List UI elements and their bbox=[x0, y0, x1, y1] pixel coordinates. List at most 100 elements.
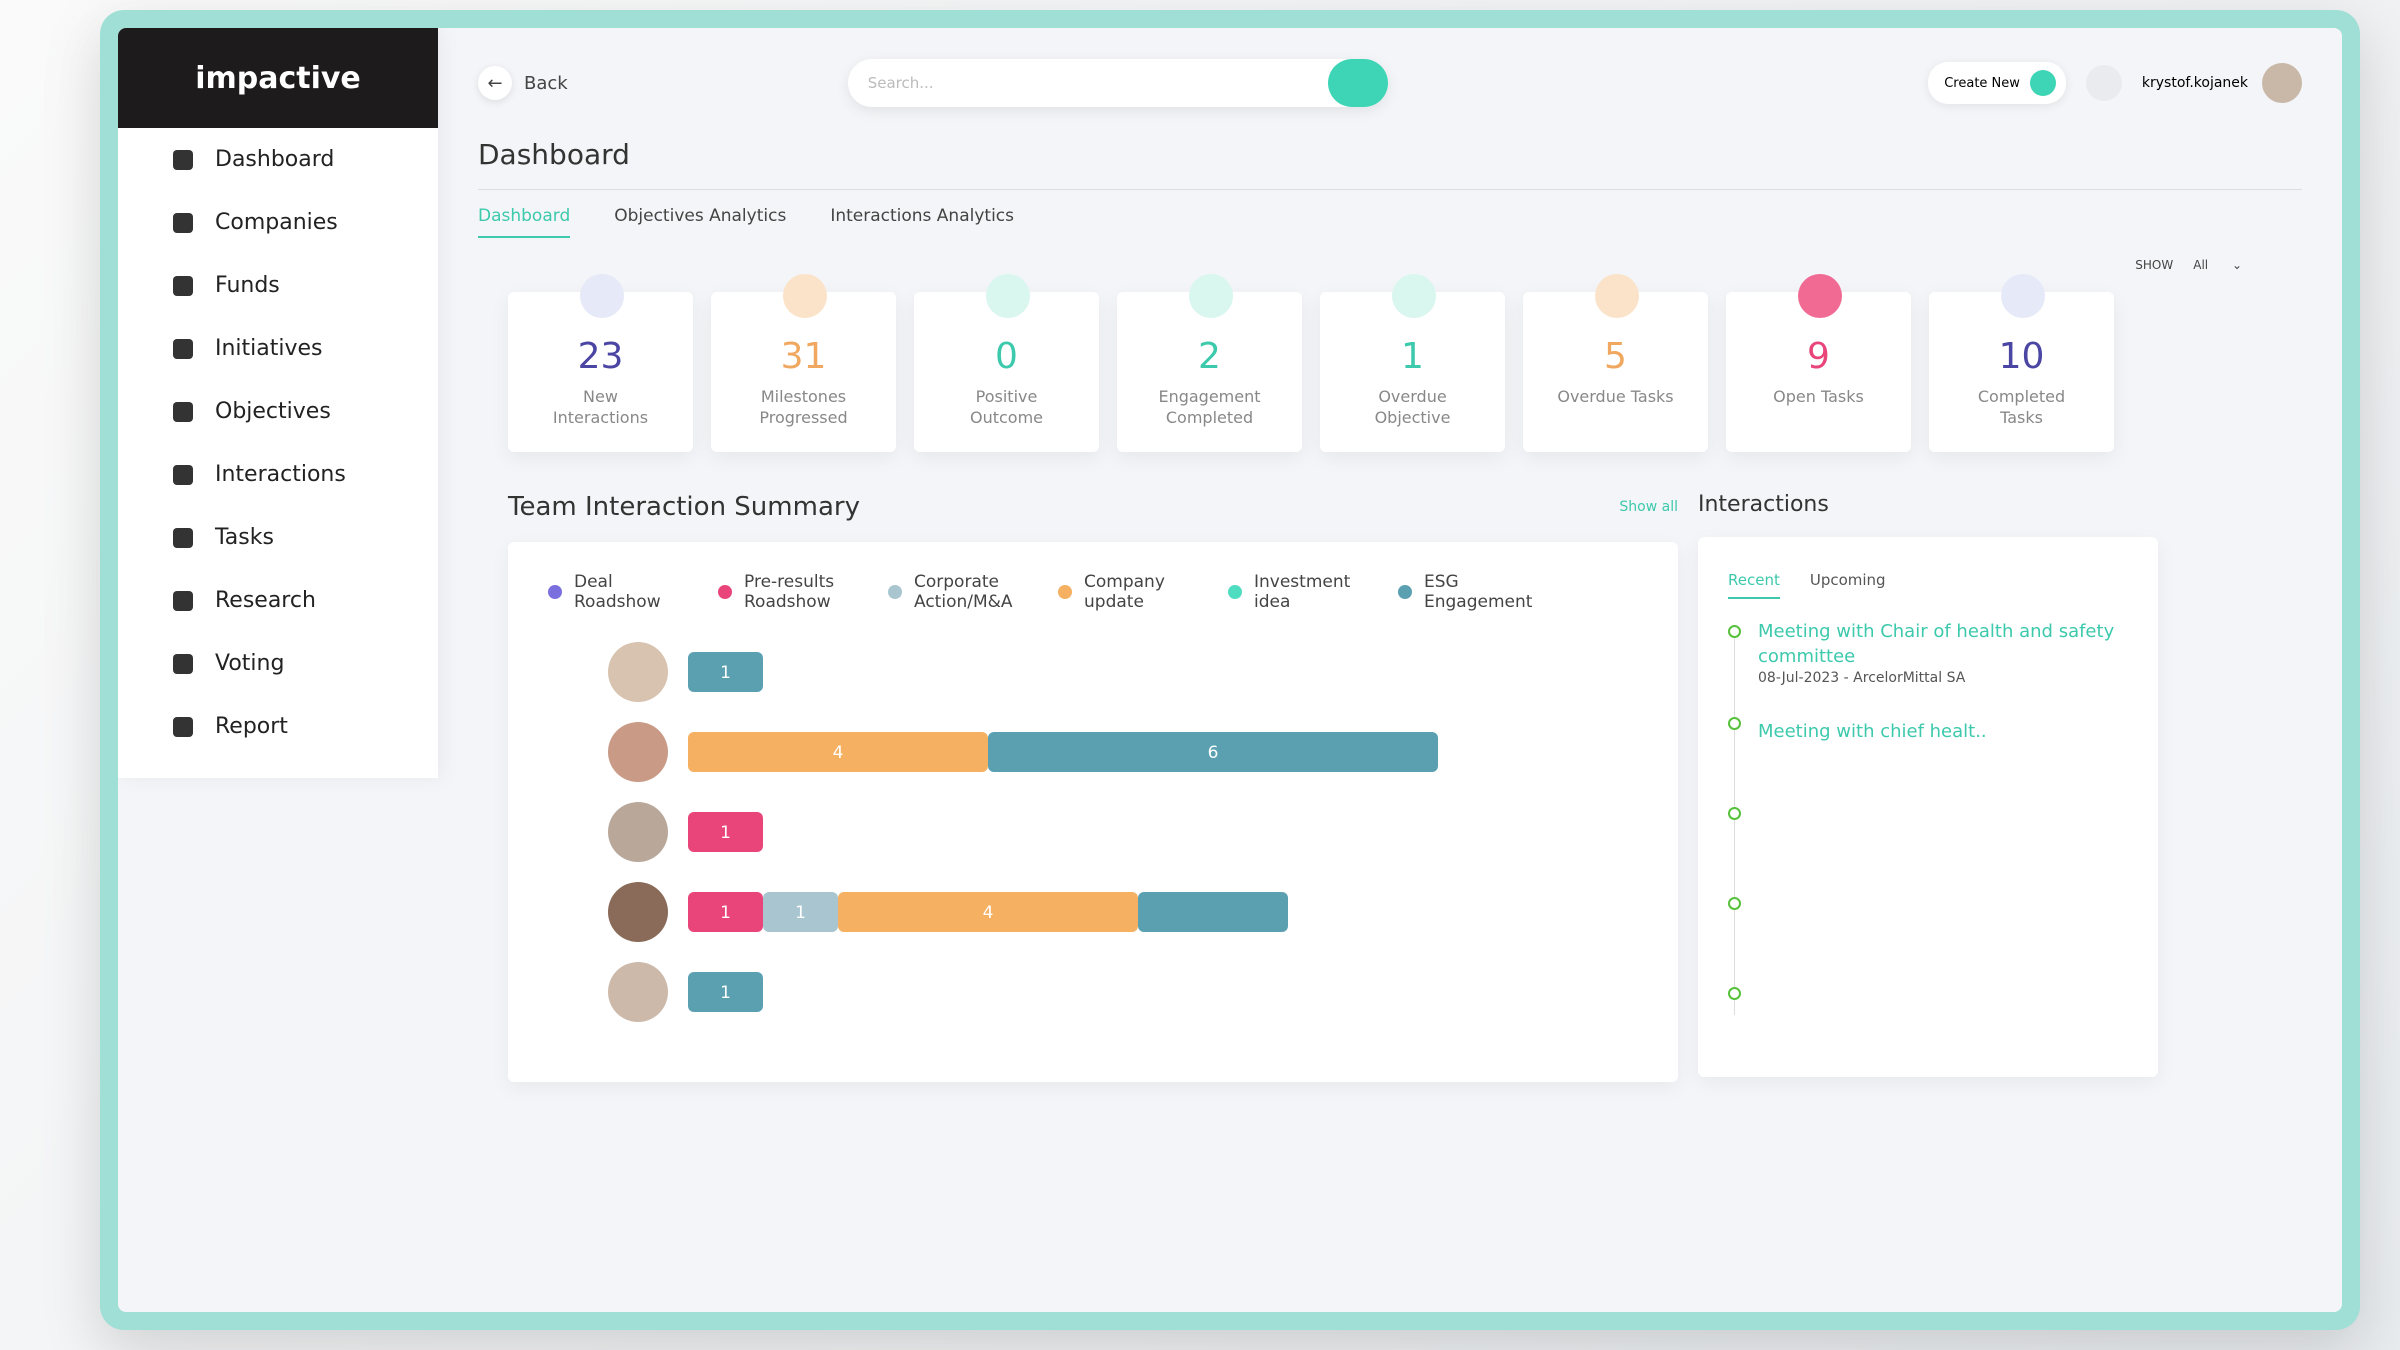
bar-segment bbox=[988, 732, 1438, 772]
timeline-dot bbox=[1728, 897, 1741, 910]
stat-icon bbox=[580, 274, 624, 318]
search-button[interactable] bbox=[1327, 59, 1388, 107]
nav-icon bbox=[173, 401, 193, 422]
nav-item[interactable]: Initiatives bbox=[118, 317, 438, 380]
legend-label: Company update bbox=[1084, 572, 1165, 612]
nav-label: Dashboard bbox=[215, 147, 335, 172]
stat-card: 9 Open Tasks bbox=[1726, 274, 1911, 452]
stat-value: 5 bbox=[1604, 336, 1627, 377]
nav-item[interactable]: Dashboard bbox=[118, 128, 438, 191]
bar-segment bbox=[838, 892, 1138, 932]
back-label: Back bbox=[524, 72, 568, 94]
nav: Dashboard Companies Funds Initiatives Object… bbox=[118, 128, 438, 758]
legend-item: Investment idea bbox=[1228, 572, 1358, 612]
tab[interactable]: Interactions Analytics bbox=[830, 206, 1015, 226]
nav-label: Research bbox=[215, 588, 316, 613]
nav-item[interactable]: Voting bbox=[118, 632, 438, 695]
tabs: Dashboard Objectives Analytics Interaction… bbox=[478, 206, 2302, 238]
bar-label: 1 bbox=[795, 903, 806, 923]
nav-item[interactable]: Objectives bbox=[118, 380, 438, 443]
stat-icon bbox=[1595, 274, 1639, 318]
legend-item: Company update bbox=[1058, 572, 1188, 612]
nav-icon bbox=[173, 590, 193, 611]
interactions-title: Interactions bbox=[1698, 492, 1829, 517]
legend-swatch bbox=[718, 585, 732, 599]
nav-label: Companies bbox=[215, 210, 338, 235]
legend: Deal Roadshow Pre-results Roadshow Corpora… bbox=[508, 542, 1678, 622]
stat-icon bbox=[783, 274, 827, 318]
user-menu[interactable]: krystof.kojanek bbox=[2142, 63, 2302, 103]
show-all[interactable]: Show all bbox=[1619, 499, 1678, 515]
nav-item[interactable]: Interactions bbox=[118, 443, 438, 506]
legend-label: Corporate Action/M&A bbox=[914, 572, 1013, 612]
interaction-tab[interactable]: Recent bbox=[1728, 571, 1780, 599]
nav-item[interactable]: Funds bbox=[118, 254, 438, 317]
bar-label: 1 bbox=[720, 663, 731, 683]
legend-swatch bbox=[1398, 585, 1412, 599]
search-box[interactable]: Search... bbox=[847, 59, 1388, 107]
nav-label: Voting bbox=[215, 651, 285, 676]
back-button[interactable]: ← Back bbox=[478, 66, 568, 100]
show-filter[interactable]: SHOW All ⌄ bbox=[2135, 258, 2242, 272]
chart-title: Team Interaction Summary bbox=[508, 492, 860, 522]
stat-value: 9 bbox=[1807, 336, 1830, 377]
create-new-button[interactable]: Create New bbox=[1928, 62, 2066, 104]
nav-item[interactable]: Research bbox=[118, 569, 438, 632]
stat-label: Engagement Completed bbox=[1158, 387, 1261, 427]
interaction-tabs: Recent Upcoming bbox=[1698, 537, 2158, 599]
app: impactive Dashboard Companies Funds Initiat… bbox=[118, 28, 2342, 1312]
logo: impactive bbox=[118, 28, 438, 128]
stat-value: 10 bbox=[1998, 336, 2045, 377]
tab[interactable]: Objectives Analytics bbox=[614, 206, 787, 226]
stat-icon bbox=[2001, 274, 2045, 318]
nav-item[interactable]: Report bbox=[118, 695, 438, 758]
stat-label: Milestones Progressed bbox=[759, 387, 848, 427]
nav-icon bbox=[173, 527, 193, 548]
legend-label: Deal Roadshow bbox=[574, 572, 661, 612]
bar-label: 1 bbox=[720, 983, 731, 1003]
stat-value: 2 bbox=[1198, 336, 1221, 377]
avatar bbox=[608, 962, 668, 1022]
legend-item: Deal Roadshow bbox=[548, 572, 678, 612]
stat-label: Overdue Tasks bbox=[1557, 387, 1674, 406]
interactions-panel: Recent Upcoming Meeting with Chair of hea… bbox=[1698, 537, 2158, 1077]
stat-card: 5 Overdue Tasks bbox=[1523, 274, 1708, 452]
nav-icon bbox=[173, 464, 193, 485]
legend-item: Corporate Action/M&A bbox=[888, 572, 1018, 612]
stat-card: 23 New Interactions bbox=[508, 274, 693, 452]
legend-label: Investment idea bbox=[1254, 572, 1351, 612]
timeline-dot bbox=[1728, 717, 1741, 730]
nav-item[interactable]: Companies bbox=[118, 191, 438, 254]
nav-label: Tasks bbox=[215, 525, 274, 550]
bar-label: 4 bbox=[983, 903, 994, 923]
stat-icon bbox=[1189, 274, 1233, 318]
bottom: Team Interaction Summary Show all Deal Ro… bbox=[508, 492, 2302, 1082]
interaction-item[interactable]: Meeting with Chair of health and safety … bbox=[1758, 619, 2128, 689]
notifications[interactable] bbox=[2085, 65, 2122, 101]
legend-swatch bbox=[1228, 585, 1242, 599]
search-placeholder: Search... bbox=[867, 74, 934, 92]
bar-segment bbox=[688, 732, 988, 772]
interaction-tab[interactable]: Upcoming bbox=[1809, 571, 1886, 589]
stat-value: 31 bbox=[780, 336, 827, 377]
interactions-section: Interactions Recent Upcoming Meeting with… bbox=[1698, 492, 2158, 1082]
stat-label: New Interactions bbox=[552, 387, 649, 427]
bar-segment bbox=[688, 972, 763, 1012]
timeline-dot bbox=[1728, 625, 1741, 638]
stat-icon bbox=[1392, 274, 1436, 318]
tab[interactable]: Dashboard bbox=[478, 206, 571, 238]
stat-label: Open Tasks bbox=[1773, 387, 1864, 406]
legend-swatch bbox=[548, 585, 562, 599]
avatar bbox=[608, 722, 668, 782]
show-value: All bbox=[2193, 258, 2209, 272]
interaction-item[interactable]: Meeting with chief healt.. bbox=[1758, 719, 2128, 744]
bar-segment bbox=[688, 892, 763, 932]
nav-item[interactable]: Tasks bbox=[118, 506, 438, 569]
stat-label: Positive Outcome bbox=[969, 387, 1044, 427]
bar-segment bbox=[688, 812, 763, 852]
nav-label: Initiatives bbox=[215, 336, 323, 361]
legend-swatch bbox=[1058, 585, 1072, 599]
avatar bbox=[608, 882, 668, 942]
main: ← Back Search... Create New krystof.kojan… bbox=[438, 28, 2342, 1312]
stat-icon bbox=[986, 274, 1030, 318]
